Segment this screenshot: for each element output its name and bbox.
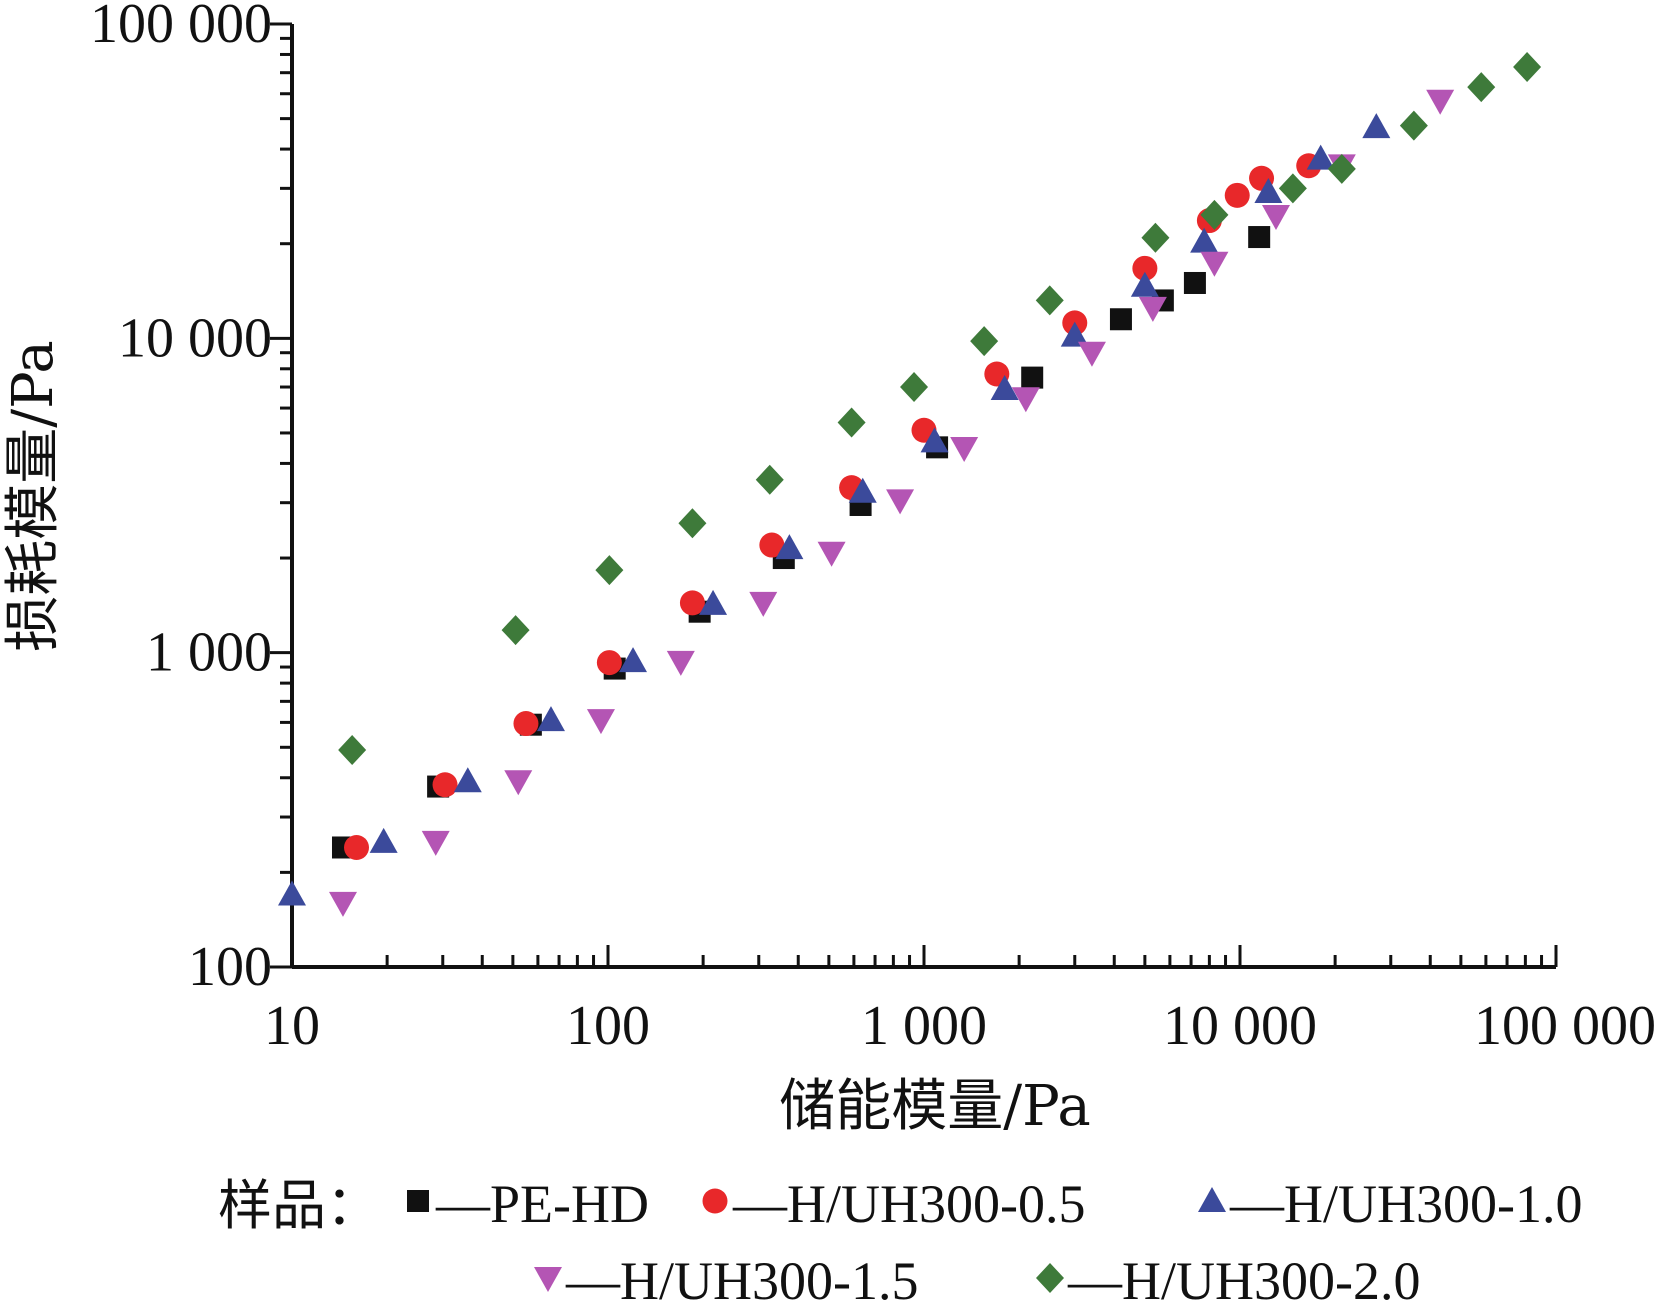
series-H/UH300-1.5 — [328, 89, 1455, 917]
data-point — [666, 650, 695, 676]
legend-item: —H/UH300-1.5 — [534, 1251, 918, 1301]
legend-marker — [407, 1190, 429, 1212]
data-point — [1190, 227, 1219, 253]
legend-marker — [1036, 1263, 1064, 1293]
data-point — [1426, 89, 1455, 115]
data-point — [759, 532, 785, 558]
data-point — [749, 591, 778, 617]
legend-marker — [1198, 1187, 1226, 1212]
legend-label: —PE-HD — [435, 1174, 649, 1234]
legend-prefix: 样品： — [218, 1174, 380, 1237]
data-point — [817, 541, 846, 567]
data-point — [679, 590, 705, 616]
data-point — [1262, 205, 1291, 231]
y-tick-label: 100 000 — [90, 0, 272, 55]
data-point — [1109, 308, 1132, 331]
data-point — [1138, 296, 1167, 322]
data-point — [1021, 366, 1044, 389]
data-point — [837, 407, 866, 438]
x-tick-label: 100 — [566, 995, 650, 1057]
data-point — [1327, 153, 1356, 184]
data-point — [1467, 72, 1496, 103]
data-point — [900, 372, 929, 403]
data-point — [513, 711, 539, 737]
y-axis-title: 损耗模量/Pa — [1, 340, 66, 651]
data-point — [536, 706, 565, 732]
legend-marker — [534, 1267, 562, 1292]
data-point — [1132, 255, 1158, 281]
data-point — [1248, 226, 1271, 249]
series-H/UH300-0.5 — [344, 153, 1322, 860]
data-point — [678, 508, 707, 539]
data-point — [1254, 178, 1283, 204]
data-point — [1306, 144, 1335, 170]
data-point — [501, 615, 530, 646]
data-point — [453, 767, 482, 793]
x-axis-title: 储能模量/Pa — [779, 1074, 1090, 1139]
data-point — [586, 709, 615, 735]
legend-label: —H/UH300-1.5 — [565, 1251, 918, 1301]
series-PE-HD — [331, 226, 1271, 859]
series-H/UH300-1.0 — [278, 113, 1391, 906]
data-point — [421, 830, 450, 856]
data-point — [775, 534, 804, 560]
data-point — [1399, 110, 1428, 141]
data-point — [369, 827, 398, 853]
y-tick-label: 1 000 — [146, 622, 272, 684]
data-point — [1224, 182, 1250, 208]
x-tick-label: 10 — [264, 995, 320, 1057]
data-point — [328, 891, 357, 917]
x-tick-label: 1 000 — [861, 995, 987, 1057]
data-point — [1278, 173, 1307, 204]
legend-marker — [702, 1188, 728, 1214]
data-point — [338, 735, 367, 766]
data-point — [1141, 222, 1170, 253]
legend-label: —H/UH300-2.0 — [1067, 1251, 1420, 1301]
legend-item: —H/UH300-2.0 — [1036, 1251, 1420, 1301]
data-point — [886, 489, 915, 515]
data-point — [848, 477, 877, 503]
data-point — [1362, 113, 1391, 139]
data-point — [619, 647, 648, 673]
data-point — [596, 650, 622, 676]
data-point — [920, 427, 949, 453]
data-point — [1200, 251, 1229, 277]
data-point — [1513, 51, 1542, 82]
legend-item: —H/UH300-0.5 — [702, 1174, 1085, 1234]
data-point — [432, 772, 458, 798]
legend-item: —PE-HD — [407, 1174, 649, 1234]
data-point — [344, 834, 370, 860]
y-tick-label: 100 — [188, 936, 272, 998]
data-point — [1200, 199, 1229, 230]
legend-label: —H/UH300-0.5 — [732, 1174, 1085, 1234]
data-point — [1130, 271, 1159, 297]
data-point — [1035, 285, 1064, 316]
data-point — [595, 555, 624, 586]
legend-item: —H/UH300-1.0 — [1198, 1174, 1582, 1234]
y-tick-label: 10 000 — [118, 307, 272, 369]
series-H/UH300-2.0 — [338, 51, 1542, 766]
data-point — [755, 464, 784, 495]
data-point — [1183, 271, 1206, 294]
legend-label: —H/UH300-1.0 — [1229, 1174, 1582, 1234]
data-point — [278, 880, 306, 906]
data-points — [278, 51, 1542, 917]
data-point — [970, 326, 999, 357]
x-tick-label: 100 000 — [1474, 995, 1656, 1057]
data-point — [1077, 341, 1106, 367]
data-point — [950, 436, 979, 462]
data-point — [699, 589, 728, 615]
legend: 样品： —PE-HD —H/UH300-0.5 —H/UH300-1.0 —H/UH3… — [218, 1174, 1582, 1301]
axes — [290, 24, 1556, 969]
data-point — [1011, 387, 1040, 413]
data-point — [504, 770, 533, 796]
data-point — [990, 374, 1019, 400]
data-point — [1060, 321, 1089, 347]
x-tick-label: 10 000 — [1163, 995, 1317, 1057]
